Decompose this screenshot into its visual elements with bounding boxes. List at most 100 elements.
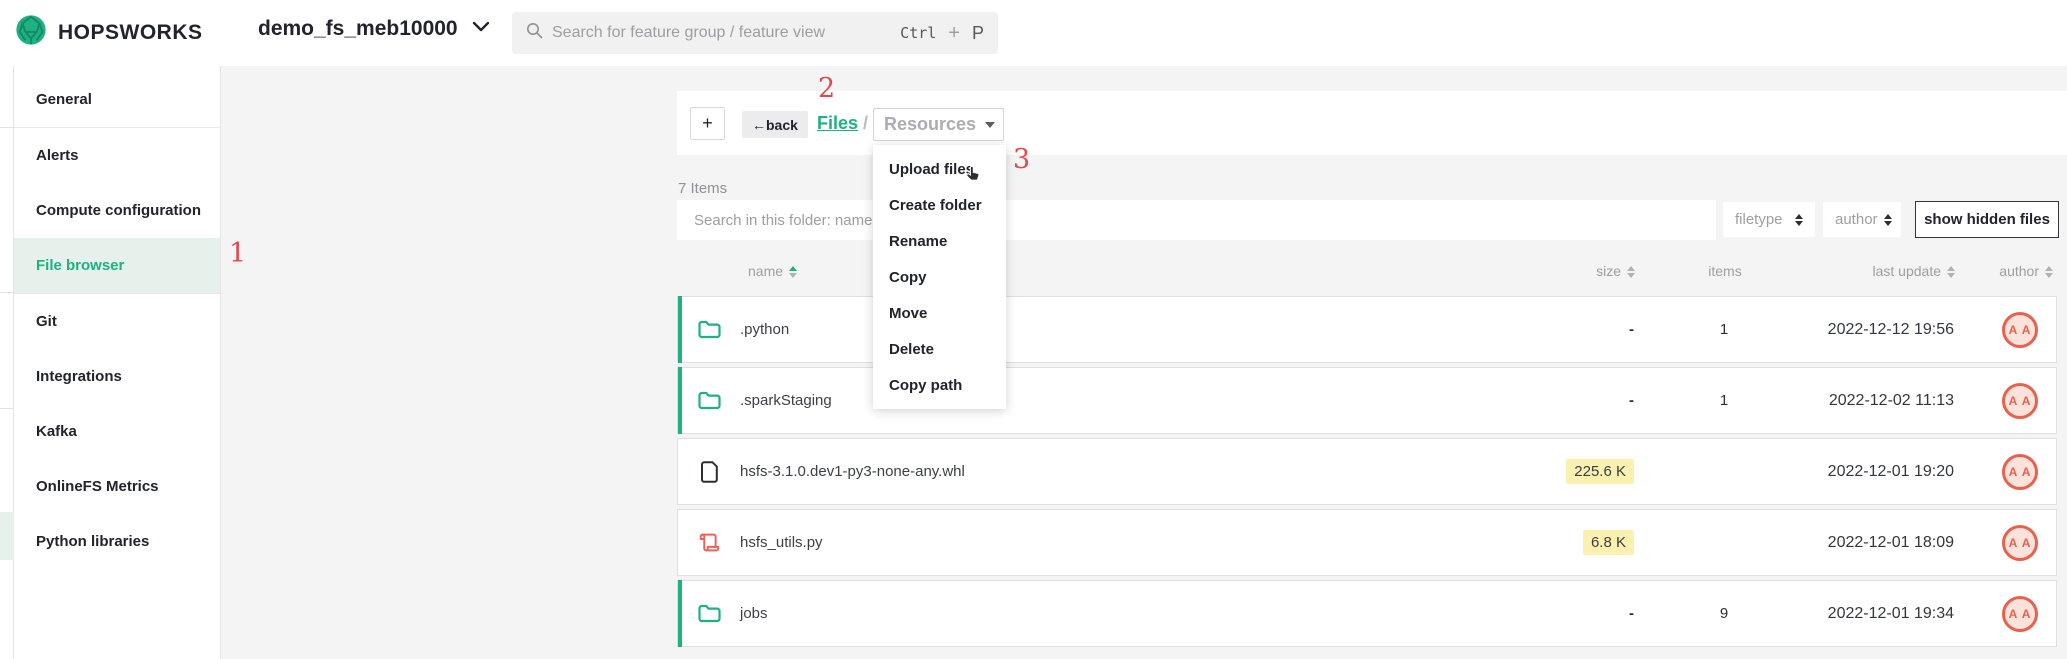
sort-arrows-icon[interactable]	[789, 266, 798, 279]
menu-item-label: Delete	[889, 340, 935, 358]
add-button[interactable]: +	[690, 107, 725, 140]
project-selector[interactable]: demo_fs_meb10000	[258, 17, 490, 41]
sidebar-item-onlinefs-metrics[interactable]: OnlineFS Metrics	[14, 459, 220, 514]
author-avatar[interactable]: A A	[2002, 595, 2038, 632]
author-avatar[interactable]: A A	[2002, 453, 2038, 490]
menu-item-copy-path[interactable]: Copy path	[873, 367, 1006, 403]
sort-arrows-icon[interactable]	[1947, 266, 1955, 279]
author-avatar[interactable]: A A	[2002, 524, 2038, 561]
left-gutter	[0, 66, 14, 659]
file-size: 6.8 K	[1534, 530, 1644, 555]
file-size: -	[1629, 605, 1634, 622]
column-header-author[interactable]: author	[1965, 263, 2057, 279]
file-row-jobs[interactable]: jobs - 9 2022-12-01 19:34 A A	[677, 580, 2057, 647]
menu-item-create-folder[interactable]: Create folder	[873, 187, 1006, 223]
column-header-size[interactable]: size	[1535, 263, 1645, 279]
sort-arrows-icon[interactable]	[1627, 266, 1635, 279]
folder-icon	[678, 391, 740, 410]
sidebar-item-alerts[interactable]: Alerts	[14, 128, 220, 183]
shortcut-ctrl: Ctrl	[900, 24, 937, 42]
author-filter-dropdown[interactable]: author	[1823, 202, 1901, 237]
sort-arrows-icon[interactable]	[2045, 266, 2053, 279]
brand-wordmark: HOPSWORKS	[58, 20, 203, 44]
file-items-count: 1	[1719, 392, 1729, 409]
folder-search-input[interactable]	[677, 200, 1716, 240]
show-hidden-files-button[interactable]: show hidden files	[1915, 201, 2059, 238]
annotation-3: 3	[1013, 144, 1031, 175]
sidebar-item-label: Integrations	[36, 368, 122, 385]
sidebar-item-general[interactable]: General	[14, 72, 220, 127]
column-header-items[interactable]: items	[1645, 263, 1805, 279]
file-last-update: 2022-12-02 11:13	[1828, 391, 1954, 409]
author-filter-label: author	[1835, 211, 1878, 228]
breadcrumb-current-label: Resources	[884, 114, 977, 134]
menu-item-upload-files[interactable]: Upload files	[873, 151, 1006, 187]
top-header: HOPSWORKS demo_fs_meb10000 Ctrl + P	[0, 0, 2067, 66]
column-label: last update	[1872, 263, 1942, 279]
filetype-filter-label: filetype	[1735, 211, 1783, 228]
global-search-bar[interactable]: Ctrl + P	[512, 12, 998, 54]
author-cell: A A	[1964, 311, 2056, 348]
sidebar-item-kafka[interactable]: Kafka	[14, 404, 220, 459]
file-name: hsfs-3.1.0.dev1-py3-none-any.whl	[740, 463, 965, 480]
file-items-count: 9	[1719, 605, 1729, 622]
sidebar-item-label: Python libraries	[36, 533, 150, 550]
author-cell: A A	[1964, 524, 2056, 561]
folder-icon	[678, 604, 740, 623]
project-name: demo_fs_meb10000	[258, 17, 458, 40]
file-name: hsfs_utils.py	[740, 534, 823, 551]
cursor-hand-icon	[965, 165, 982, 187]
file-last-update: 2022-12-12 19:56	[1827, 320, 1954, 338]
file-size: 225.6 K	[1534, 459, 1644, 484]
column-header-last-update[interactable]: last update	[1805, 263, 1965, 279]
file-last-update: 2022-12-01 18:09	[1827, 533, 1954, 551]
sort-arrows-icon	[1795, 213, 1803, 226]
sidebar-item-python-libraries[interactable]: Python libraries	[14, 514, 220, 569]
sidebar-divider	[14, 127, 220, 128]
menu-item-label: Copy	[889, 268, 927, 286]
sidebar-item-git[interactable]: Git	[14, 294, 220, 349]
file-row-hsfs-utils[interactable]: hsfs_utils.py 6.8 K 2022-12-01 18:09 A A	[677, 509, 2057, 576]
size-badge: 225.6 K	[1566, 459, 1634, 484]
column-label: items	[1708, 263, 1742, 279]
filetype-filter-dropdown[interactable]: filetype	[1723, 202, 1815, 237]
global-search-input[interactable]	[552, 24, 901, 42]
sidebar-item-file-browser[interactable]: File browser	[14, 238, 220, 293]
file-row-whl[interactable]: hsfs-3.1.0.dev1-py3-none-any.whl 225.6 K…	[677, 438, 2057, 505]
gutter-divider	[0, 127, 14, 128]
menu-item-rename[interactable]: Rename	[873, 223, 1006, 259]
column-header-name[interactable]: name	[739, 263, 1535, 279]
chevron-down-icon	[472, 20, 490, 38]
breadcrumb-separator: /	[863, 113, 869, 133]
annotation-2: 2	[818, 73, 836, 104]
gutter-active-indicator	[0, 512, 14, 560]
sidebar-item-label: OnlineFS Metrics	[36, 478, 159, 495]
sidebar-item-compute-configuration[interactable]: Compute configuration	[14, 183, 220, 238]
size-badge: 6.8 K	[1582, 530, 1634, 555]
gutter-divider	[0, 408, 14, 409]
menu-item-label: Copy path	[889, 376, 963, 394]
menu-item-label: Rename	[889, 232, 948, 250]
folder-context-menu: Upload files Create folder Rename Copy M…	[873, 145, 1006, 409]
author-cell: A A	[1964, 453, 2056, 490]
hopsworks-logo[interactable]: HOPSWORKS	[14, 13, 203, 52]
menu-item-delete[interactable]: Delete	[873, 331, 1006, 367]
sort-arrows-icon	[1883, 213, 1892, 226]
back-button[interactable]: ←back	[742, 111, 808, 138]
file-last-update: 2022-12-01 19:34	[1827, 604, 1954, 622]
sidebar-item-label: General	[36, 91, 92, 108]
author-avatar[interactable]: A A	[2002, 311, 2038, 348]
column-label: name	[748, 263, 784, 279]
gutter-divider	[0, 292, 14, 293]
author-avatar[interactable]: A A	[2002, 382, 2038, 419]
menu-item-copy[interactable]: Copy	[873, 259, 1006, 295]
breadcrumb-current-dropdown[interactable]: Resources	[873, 108, 1004, 141]
menu-item-label: Upload files	[889, 160, 975, 178]
annotation-1: 1	[229, 238, 247, 269]
menu-item-move[interactable]: Move	[873, 295, 1006, 331]
sidebar-item-integrations[interactable]: Integrations	[14, 349, 220, 404]
menu-item-label: Create folder	[889, 196, 982, 214]
file-browser-toolbar: + ←back Files / Resources	[677, 91, 2067, 155]
breadcrumb-root-link[interactable]: Files	[817, 113, 859, 133]
